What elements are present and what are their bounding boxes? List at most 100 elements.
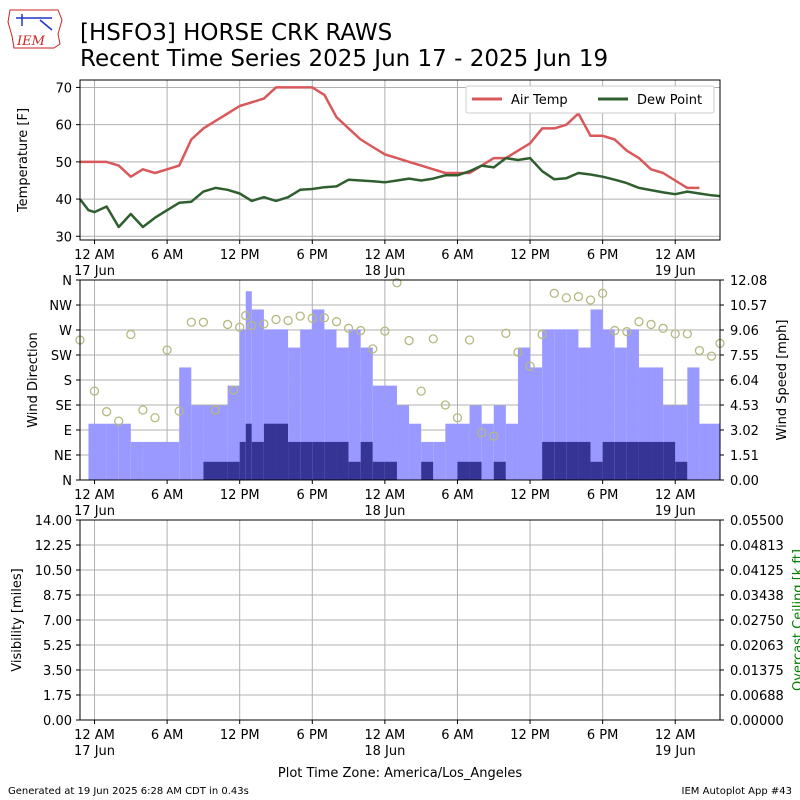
wind-direction-point bbox=[198, 317, 209, 327]
temperature-legend: Air Temp Dew Point bbox=[465, 85, 715, 114]
wind-direction-point bbox=[440, 400, 451, 410]
visibility-panel: 0.001.753.505.257.008.7510.5012.2514.00 … bbox=[10, 514, 800, 759]
gust-bar bbox=[142, 441, 156, 480]
x-tick-label: 6 PM bbox=[297, 728, 328, 743]
gust-bar bbox=[106, 423, 119, 480]
ceiling-tick-label: 0.03438 bbox=[730, 589, 784, 604]
wind-direction-point bbox=[452, 413, 463, 423]
wind-direction-point bbox=[670, 329, 680, 339]
x-tick-label: 12 PM bbox=[220, 728, 260, 743]
x-tick-date-label: 17 Jun bbox=[74, 744, 115, 759]
x-tick-date-label: 18 Jun bbox=[364, 744, 405, 759]
gust-bar bbox=[245, 291, 252, 480]
ceiling-tick-label: 0.01375 bbox=[730, 664, 784, 679]
wind-direction-point bbox=[694, 345, 705, 356]
gust-bar bbox=[191, 405, 204, 480]
visibility-tick-label: 7.00 bbox=[43, 614, 72, 629]
wind-speed-ticks: 0.00 1.51 3.02 4.53 6.04 7.55 9.06 10.57 12.08 bbox=[720, 274, 767, 489]
gust-bar bbox=[687, 367, 700, 480]
visibility-tick-label: 1.75 bbox=[43, 689, 72, 704]
wind-direction-point bbox=[658, 323, 668, 333]
x-tick-date-label: 18 Jun bbox=[364, 504, 405, 519]
gust-bar bbox=[215, 405, 228, 480]
x-tick-label: 12 PM bbox=[510, 728, 550, 743]
gust-bar bbox=[227, 385, 240, 480]
direction-tick-label: NE bbox=[54, 449, 72, 464]
wind-direction-point bbox=[368, 344, 378, 354]
wind-direction-point bbox=[525, 361, 535, 371]
gust-bar bbox=[433, 441, 446, 480]
wind-direction-point bbox=[561, 293, 572, 303]
wind-direction-point bbox=[622, 327, 632, 337]
wind-direction-point bbox=[283, 315, 293, 326]
speed-bar bbox=[638, 441, 652, 480]
wind-direction-point bbox=[259, 319, 269, 329]
x-tick-label: 6 AM bbox=[151, 248, 184, 263]
gust-bar bbox=[251, 309, 264, 480]
wind-direction-point bbox=[585, 295, 596, 305]
speed-bar bbox=[626, 441, 639, 480]
speed-tick-label: 9.06 bbox=[730, 324, 759, 339]
x-tick-label: 6 AM bbox=[441, 728, 474, 743]
footer-app: IEM Autoplot App #43 bbox=[682, 786, 792, 797]
wind-direction-point bbox=[573, 292, 584, 302]
gust-bar bbox=[372, 385, 385, 480]
speed-tick-label: 0.00 bbox=[730, 474, 759, 489]
speed-bar bbox=[203, 461, 216, 480]
x-tick-label: 6 AM bbox=[441, 488, 474, 503]
wind-direction-point bbox=[174, 406, 184, 416]
gust-bar bbox=[348, 329, 361, 480]
wind-direction-markers bbox=[75, 278, 725, 441]
wind-direction-point bbox=[295, 311, 305, 321]
speed-bar bbox=[578, 441, 591, 480]
x-tick-label: 12 PM bbox=[510, 488, 550, 503]
x-tick-label: 12 AM bbox=[74, 248, 115, 263]
wind-direction-point bbox=[307, 313, 317, 323]
ceiling-axis-label: Overcast Ceiling [k ft] bbox=[791, 549, 800, 691]
wind-direction-point bbox=[89, 386, 100, 396]
speed-bar bbox=[300, 441, 313, 480]
direction-tick-label: N bbox=[62, 274, 72, 289]
visibility-tick-label: 5.25 bbox=[43, 639, 72, 654]
temperature-axis-label: Temperature [F] bbox=[16, 108, 31, 213]
x-tick-label: 6 AM bbox=[441, 248, 474, 263]
gust-bar bbox=[130, 441, 143, 480]
gust-bar bbox=[396, 405, 410, 480]
gust-bar bbox=[155, 441, 168, 480]
wind-bars bbox=[88, 291, 720, 480]
speed-bar bbox=[421, 461, 434, 480]
speed-bar bbox=[348, 461, 361, 480]
speed-bar bbox=[275, 423, 289, 480]
x-tick-label: 12 AM bbox=[364, 248, 405, 263]
x-tick-label: 12 PM bbox=[220, 488, 260, 503]
legend-box bbox=[465, 85, 715, 114]
gust-bar bbox=[203, 405, 216, 480]
speed-bar bbox=[663, 441, 676, 480]
wind-direction-point bbox=[634, 317, 644, 327]
ceiling-ticks: 0.00000 0.00688 0.01375 0.02063 0.02750 0.034… bbox=[720, 514, 784, 729]
wind-direction-point bbox=[319, 313, 330, 323]
speed-bar bbox=[324, 441, 337, 480]
wind-panel: N NE E SE S SW W NW N 0.00 1.51 3.02 4.53 6.04 7.55 9.… bbox=[26, 274, 790, 519]
direction-tick-label: N bbox=[62, 474, 72, 489]
wind-direction-point bbox=[549, 288, 559, 298]
y-tick-label: 30 bbox=[55, 230, 72, 245]
wind-direction-point bbox=[210, 405, 221, 415]
x-tick-label: 12 AM bbox=[364, 488, 405, 503]
gust-bar bbox=[493, 405, 506, 480]
gust-bar bbox=[239, 329, 246, 480]
wind-direction-point bbox=[428, 334, 438, 344]
direction-tick-label: SE bbox=[56, 399, 72, 414]
speed-tick-label: 12.08 bbox=[730, 274, 767, 289]
wind-direction-ticks: N NE E SE S SW W NW N bbox=[49, 274, 80, 489]
wind-direction-point bbox=[228, 385, 239, 395]
wind-direction-point bbox=[356, 325, 366, 336]
air-temp-line bbox=[80, 86, 700, 190]
chart-title-line1: [HSFO3] HORSE CRK RAWS bbox=[80, 20, 392, 46]
footer-generated: Generated at 19 Jun 2025 6:28 AM CDT in … bbox=[8, 786, 249, 797]
direction-tick-label: SW bbox=[51, 349, 72, 364]
gust-bar bbox=[590, 309, 603, 480]
ceiling-tick-label: 0.02063 bbox=[730, 639, 784, 654]
